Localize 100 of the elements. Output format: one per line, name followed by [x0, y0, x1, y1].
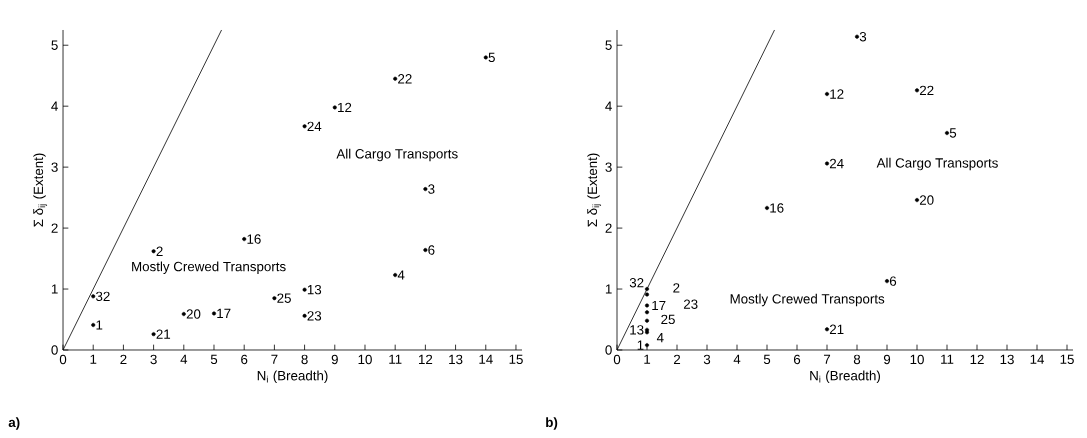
annotation: 6: [889, 276, 897, 286]
x-tick-label: 2: [120, 354, 127, 364]
annotation: 4: [397, 270, 405, 280]
x-tick-label: 13: [449, 354, 463, 365]
x-tick-label: 3: [703, 354, 711, 365]
annotation: 32: [629, 278, 644, 288]
annotation: 5: [949, 128, 957, 138]
point: [825, 327, 830, 332]
annotation: Mostly Crewed Transports: [132, 261, 286, 274]
annotation: 20: [919, 195, 934, 205]
point: [91, 322, 96, 327]
x-tick-label: 8: [301, 354, 308, 365]
y-tick-label: 5: [605, 40, 612, 50]
point: [645, 303, 650, 308]
point: [645, 287, 650, 292]
x-tick-label: 11: [389, 354, 402, 364]
y-tick-label: 0: [51, 345, 58, 355]
annotation: 13: [630, 325, 644, 335]
x-tick-label: 13: [1000, 354, 1014, 365]
y-tick-label: 5: [51, 40, 58, 50]
x-axis-title: N$_{i}$ (Breadth): [257, 370, 328, 384]
annotation: 2: [673, 283, 680, 293]
x-tick-label: 9: [883, 354, 891, 365]
annotation: 23: [307, 311, 322, 321]
x-tick-label: 7: [823, 354, 831, 364]
point: [645, 292, 650, 297]
x-tick-label: 10: [910, 354, 924, 365]
point: [272, 296, 277, 301]
x-tick-label: 9: [331, 354, 338, 365]
annotation: 16: [770, 203, 784, 213]
point: [765, 205, 770, 210]
point: [91, 294, 96, 299]
point: [483, 55, 488, 60]
x-tick-label: 1: [90, 354, 97, 364]
point: [302, 124, 307, 129]
point: [151, 332, 156, 337]
annotation: 1: [96, 320, 103, 330]
annotation: 21: [156, 329, 171, 339]
x-tick-label: 8: [853, 354, 861, 365]
point: [151, 249, 156, 254]
point: [302, 313, 307, 318]
annotation: Mostly Crewed Transports: [730, 293, 885, 307]
point: [825, 161, 830, 166]
point: [393, 76, 398, 81]
annotation: 12: [830, 89, 844, 99]
y-tick-label: 2: [605, 223, 612, 233]
annotation: 4: [656, 333, 664, 343]
annotation: 21: [829, 324, 844, 334]
y-tick-label: 3: [51, 162, 58, 172]
annotation: 20: [186, 309, 201, 319]
annotation: 12: [338, 102, 352, 113]
annotation: 17: [652, 300, 666, 311]
annotation: 24: [307, 121, 322, 131]
x-tick-label: 6: [793, 354, 801, 365]
y-tick-label: 3: [605, 162, 612, 172]
x-tick-label: 11: [941, 354, 954, 364]
annotation: 6: [428, 245, 435, 255]
x-tick-label: 4: [180, 354, 188, 364]
point: [242, 237, 247, 242]
annotation: 3: [428, 184, 435, 194]
point: [915, 198, 920, 203]
y-tick-label: 4: [605, 101, 612, 111]
annotation: 16: [247, 234, 261, 244]
annotation: 5: [488, 52, 495, 63]
y-tick-label: 4: [51, 101, 58, 111]
annotation: 22: [398, 74, 412, 84]
x-tick-label: 3: [150, 354, 157, 365]
y-axis-title: Σ δ$_{ij}$ (Extent): [33, 153, 48, 227]
y-tick-label: 1: [51, 284, 58, 294]
point: [423, 248, 428, 253]
x-tick-label: 0: [59, 354, 67, 365]
y-axis-title: Σ δ$_{ij}$ (Extent): [587, 153, 602, 227]
annotation: 22: [919, 85, 934, 95]
annotation: 2: [156, 246, 163, 256]
annotation: 23: [683, 299, 698, 309]
y-tick-label: 1: [605, 284, 612, 294]
point: [423, 187, 428, 192]
annotation: 25: [661, 314, 675, 325]
point: [915, 88, 920, 93]
x-tick-label: 5: [763, 354, 771, 364]
text: b): [546, 417, 558, 430]
annotation: 13: [307, 284, 322, 295]
x-tick-label: 15: [1060, 354, 1074, 364]
x-tick-label: 0: [613, 354, 621, 365]
annotation: 25: [277, 293, 291, 303]
x-tick-label: 15: [509, 354, 523, 364]
annotation: 3: [859, 31, 867, 42]
point: [645, 310, 650, 315]
annotation: All Cargo Transports: [336, 148, 458, 162]
y-tick-label: 2: [51, 223, 58, 233]
x-tick-label: 12: [418, 354, 433, 364]
annotation: 24: [829, 158, 844, 169]
x-tick-label: 5: [210, 354, 218, 364]
x-tick-label: 1: [644, 354, 651, 364]
x-tick-label: 4: [733, 354, 741, 364]
x-tick-label: 14: [1030, 354, 1045, 364]
annotation: 17: [217, 308, 231, 318]
point: [825, 91, 830, 96]
x-tick-label: 14: [479, 354, 493, 364]
point: [645, 343, 650, 348]
